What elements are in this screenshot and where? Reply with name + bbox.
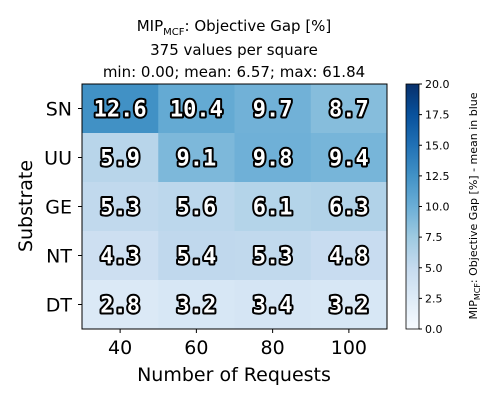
x-tick-label: 100: [331, 337, 367, 359]
heatmap-cell: [310, 231, 388, 281]
cell-value-label: 3.2: [329, 294, 369, 319]
heatmap-cell: [310, 84, 388, 134]
cell-value-label: 5.9: [100, 147, 140, 172]
cell-value-label: 6.3: [329, 196, 369, 221]
heatmap-cell: [310, 280, 388, 330]
chart-stats: min: 0.00; mean: 6.57; max: 61.84: [103, 63, 365, 81]
y-tick-label: SN: [46, 99, 72, 121]
colorbar-tick-label: 20.0: [425, 78, 450, 91]
cell-value-label: 5.6: [177, 196, 217, 221]
y-axis-ticks: SN UU GE NT DT: [44, 99, 82, 317]
heatmap-cell: [234, 182, 312, 232]
y-tick-label: GE: [45, 197, 72, 219]
cell-value-label: 8.7: [329, 98, 369, 123]
cell-value-label: 4.8: [329, 245, 369, 270]
cell-value-label: 3.2: [177, 294, 217, 319]
x-axis-label: Number of Requests: [137, 364, 331, 386]
cell-value-label: 5.4: [177, 245, 217, 270]
heatmap-cell: [234, 280, 312, 330]
heatmap-cells: [82, 84, 388, 330]
heatmap-cell: [234, 84, 312, 134]
cell-value-label: 6.1: [253, 196, 293, 221]
cell-value-label: 12.6: [94, 98, 147, 123]
heatmap-cell: [234, 231, 312, 281]
heatmap-cell: [82, 182, 159, 232]
heatmap-cell: [82, 84, 159, 134]
heatmap-cell: [82, 231, 159, 281]
colorbar: [405, 83, 420, 330]
cell-value-label: 5.3: [253, 245, 293, 270]
colorbar-tick-label: 12.5: [425, 170, 450, 183]
colorbar-ticks: 0.0 2.5 5.0 7.5 10.0 12.5 15.0 17.5 20.0: [419, 78, 450, 336]
heatmap-cell: [158, 84, 235, 134]
heatmap-cell-labels: 12.6 10.4 9.7 8.7 5.9 9.1 9.8 9.4 5.3 5.6 6.1 6.3 4.…: [92, 96, 371, 321]
heatmap-cell: [310, 182, 388, 232]
colorbar-tick-label: 5.0: [425, 262, 443, 275]
heatmap-cell: [82, 280, 159, 330]
cell-value-label: 10.4: [170, 98, 223, 123]
cell-value-label: 9.4: [329, 147, 369, 172]
colorbar-tick-label: 10.0: [425, 201, 450, 214]
colorbar-label: MIPMCF: Objective Gap [%] - mean in blue: [467, 92, 482, 319]
cell-value-label: 9.7: [253, 98, 293, 123]
x-tick-label: 60: [184, 337, 208, 359]
y-tick-label: UU: [44, 148, 72, 170]
heatmap-cell: [82, 133, 159, 183]
heatmap-cell: [310, 133, 388, 183]
colorbar-tick-label: 17.5: [425, 109, 450, 122]
x-axis-ticks: 40 60 80 100: [108, 329, 367, 359]
chart-subtitle: 375 values per square: [150, 41, 318, 59]
cell-value-label: 5.3: [100, 196, 140, 221]
colorbar-tick-label: 2.5: [425, 292, 443, 305]
heatmap-cell: [158, 133, 235, 183]
cell-value-label: 4.3: [100, 245, 140, 270]
colorbar-tick-label: 0.0: [425, 323, 443, 336]
heatmap-cell: [158, 182, 235, 232]
y-tick-label: NT: [46, 246, 72, 268]
chart-title: MIPMCF: Objective Gap [%]: [137, 17, 332, 38]
cell-value-label: 3.4: [253, 294, 293, 319]
heatmap-cell: [158, 280, 235, 330]
x-tick-label: 40: [108, 337, 132, 359]
colorbar-tick-label: 7.5: [425, 231, 443, 244]
y-axis-label: Substrate: [15, 160, 37, 252]
cell-value-label: 9.1: [177, 147, 217, 172]
heatmap-cell: [234, 133, 312, 183]
colorbar-tick-label: 15.0: [425, 139, 450, 152]
cell-value-label: 2.8: [100, 294, 140, 319]
heatmap-cell: [158, 231, 235, 281]
cell-value-label: 9.8: [253, 147, 293, 172]
y-tick-label: DT: [46, 295, 73, 317]
x-tick-label: 80: [261, 337, 285, 359]
